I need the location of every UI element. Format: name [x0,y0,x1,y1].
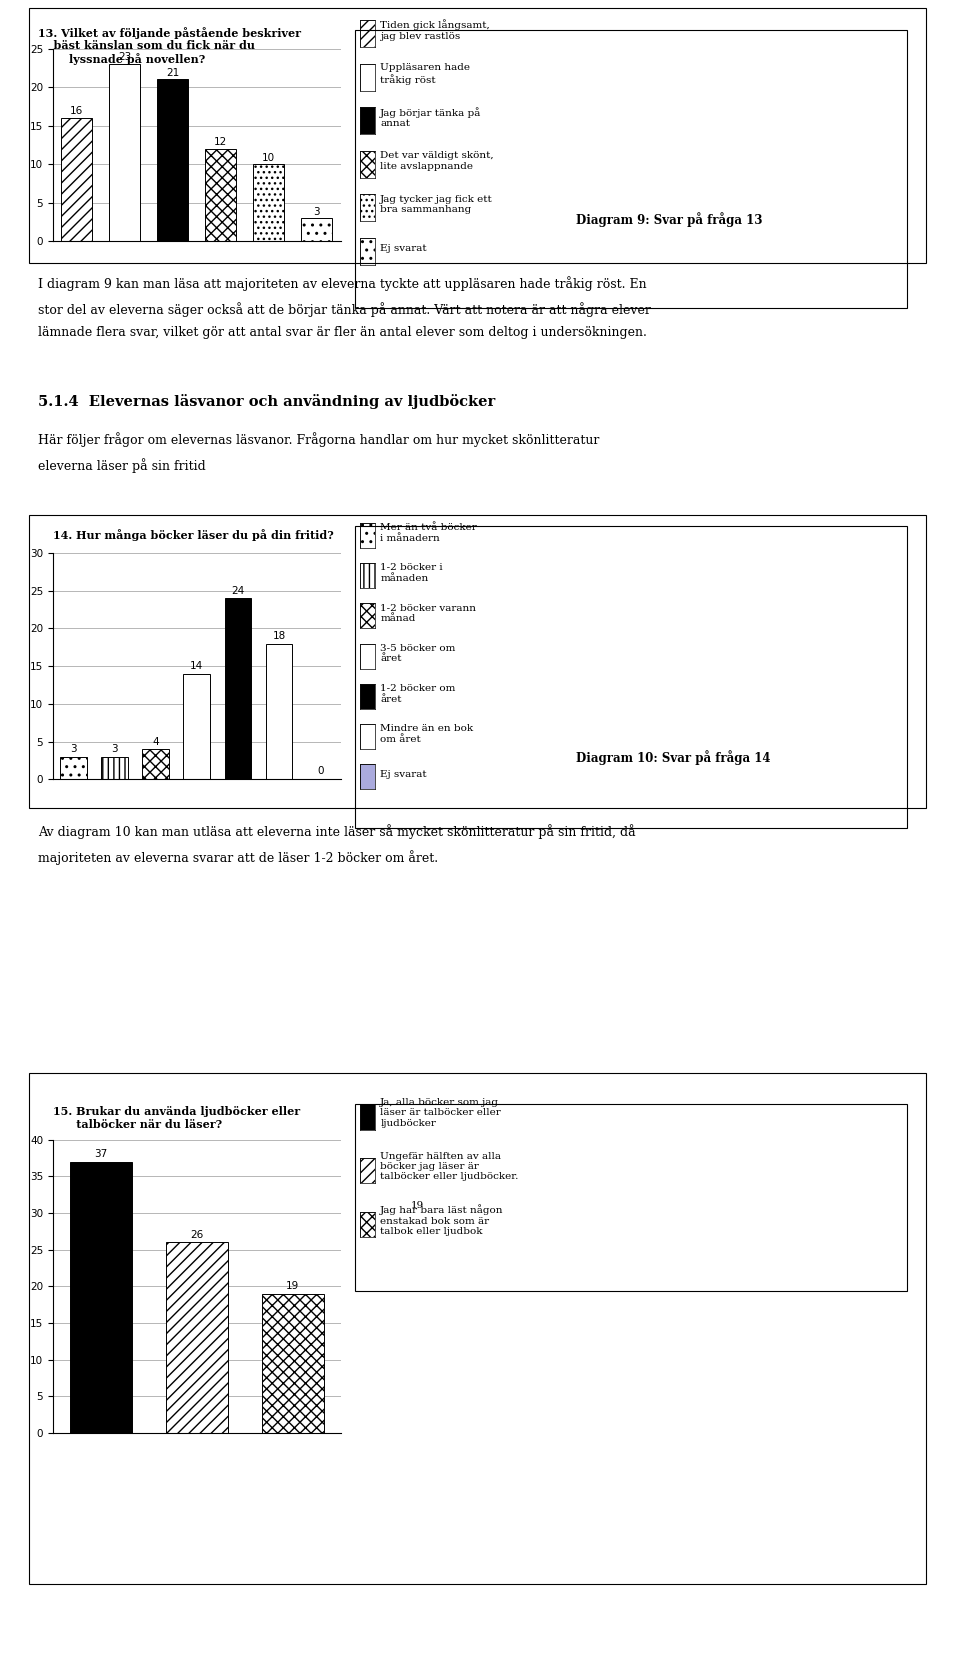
Text: 12: 12 [214,137,228,147]
Text: Här följer frågor om elevernas läsvanor. Frågorna handlar om hur mycket skönlitt: Här följer frågor om elevernas läsvanor.… [38,432,600,473]
Text: Ej svarat: Ej svarat [380,769,427,779]
Text: 3: 3 [314,206,320,216]
Text: Jag har bara läst någon
enstakad bok som är
talbok eller ljudbok: Jag har bara läst någon enstakad bok som… [380,1205,504,1235]
Text: 23: 23 [118,52,132,62]
Text: I diagram 9 kan man läsa att majoriteten av eleverna tyckte att uppläsaren hade : I diagram 9 kan man läsa att majoriteten… [38,277,651,339]
Bar [183,674,210,779]
Bar [301,218,332,241]
Text: Mer än två böcker
i månadern: Mer än två böcker i månadern [380,523,477,543]
Text: Tiden gick långsamt,
jag blev rastlös: Tiden gick långsamt, jag blev rastlös [380,20,490,40]
Bar [266,644,293,779]
Bar [142,749,169,779]
Text: 4: 4 [153,737,159,747]
Text: 15. Brukar du använda ljudböcker eller
      talböcker när du läser?: 15. Brukar du använda ljudböcker eller t… [53,1106,300,1130]
Text: Diagram 9: Svar på fråga 13: Diagram 9: Svar på fråga 13 [576,213,762,226]
Text: Jag börjar tänka på
annat: Jag börjar tänka på annat [380,107,482,127]
Text: 5.1.4  Elevernas läsvanor och användning av ljudböcker: 5.1.4 Elevernas läsvanor och användning … [38,394,495,409]
Bar [61,117,92,241]
Text: Mindre än en bok
om året: Mindre än en bok om året [380,724,473,744]
Text: 14. Hur många böcker läser du på din fritid?: 14. Hur många böcker läser du på din fri… [53,530,333,541]
Text: 26: 26 [190,1230,204,1240]
Text: 16: 16 [70,107,84,116]
Text: 21: 21 [166,69,180,77]
Text: 13. Vilket av följande påstående beskriver
    bäst känslan som du fick när du
 : 13. Vilket av följande påstående beskriv… [38,27,301,65]
Bar [165,1242,228,1433]
Text: 3: 3 [111,744,118,754]
Text: 37: 37 [94,1150,108,1160]
Text: 0: 0 [317,766,324,776]
Text: 1-2 böcker i
månaden: 1-2 böcker i månaden [380,563,443,583]
Bar [157,79,188,241]
Text: Uppläsaren hade
tråkig röst: Uppläsaren hade tråkig röst [380,64,470,84]
Bar [69,1161,132,1433]
Text: 1-2 böcker om
året: 1-2 böcker om året [380,684,456,704]
Text: Ej svarat: Ej svarat [380,243,427,253]
Text: Diagram 10: Svar på fråga 14: Diagram 10: Svar på fråga 14 [576,751,771,764]
Text: Ja, alla böcker som jag
läser är talböcker eller
ljudböcker: Ja, alla böcker som jag läser är talböck… [380,1098,501,1128]
Bar [253,164,284,241]
Text: Ungefär hälften av alla
böcker jag läser är
talböcker eller ljudböcker.: Ungefär hälften av alla böcker jag läser… [380,1151,518,1182]
Bar [225,598,252,779]
Bar [60,758,86,779]
Bar [109,64,140,241]
Text: 10: 10 [262,153,276,163]
Text: 18: 18 [273,632,286,642]
Text: 14: 14 [190,662,204,672]
Text: 19: 19 [411,1202,424,1210]
Text: Jag tycker jag fick ett
bra sammanhang: Jag tycker jag fick ett bra sammanhang [380,194,492,215]
Text: 1-2 böcker varann
månad: 1-2 böcker varann månad [380,603,476,623]
Text: Av diagram 10 kan man utläsa att eleverna inte läser så mycket skönlitteratur på: Av diagram 10 kan man utläsa att elevern… [38,825,636,865]
Bar [101,758,128,779]
Bar [261,1294,324,1433]
Text: Det var väldigt skönt,
lite avslappnande: Det var väldigt skönt, lite avslappnande [380,151,493,171]
Text: 19: 19 [286,1282,300,1292]
Text: 3-5 böcker om
året: 3-5 böcker om året [380,644,456,664]
Bar [205,149,236,241]
Text: 3: 3 [70,744,77,754]
Text: 24: 24 [231,587,245,597]
